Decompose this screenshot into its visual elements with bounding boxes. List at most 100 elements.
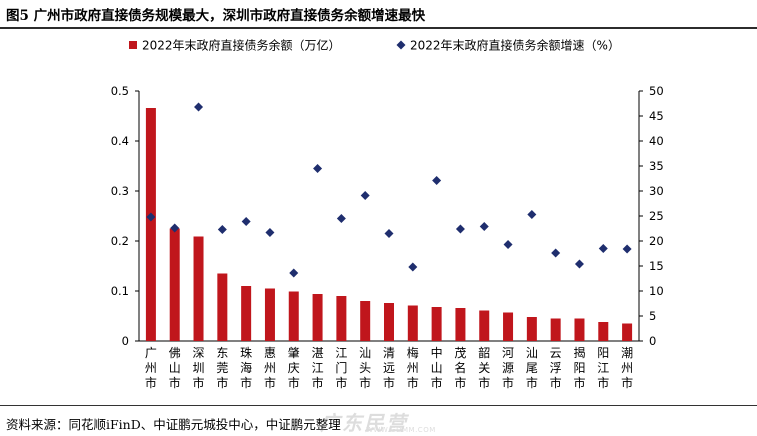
scatter-series xyxy=(146,102,632,278)
bar xyxy=(407,305,418,341)
scatter-point xyxy=(432,176,442,185)
category-label: 汕尾市 xyxy=(526,346,538,390)
bar xyxy=(264,288,275,341)
scatter-point xyxy=(384,229,394,238)
scatter-point xyxy=(265,228,275,237)
bar xyxy=(384,303,394,341)
bar xyxy=(193,236,204,341)
chart: 2022年末政府直接债务余额（万亿） 2022年末政府直接债务余额增速（%） 0… xyxy=(111,38,664,391)
bar xyxy=(288,291,299,341)
bar xyxy=(217,273,228,341)
right-tick-label: 30 xyxy=(649,184,664,198)
right-tick-label: 5 xyxy=(649,309,656,323)
scatter-point xyxy=(194,102,204,112)
watermark-url: WWW.GDMM.COM xyxy=(366,426,436,434)
scatter-point xyxy=(170,223,180,233)
bar xyxy=(622,323,633,341)
right-tick-label: 10 xyxy=(649,284,664,298)
scatter-point xyxy=(336,214,346,223)
scatter-point xyxy=(527,210,537,219)
bar xyxy=(550,318,561,341)
scatter-point xyxy=(408,262,418,272)
category-label: 珠海市 xyxy=(240,346,252,390)
category-label: 佛山市 xyxy=(169,346,181,390)
bar xyxy=(479,310,490,341)
legend-diamond-icon xyxy=(396,40,406,50)
scatter-point xyxy=(503,240,513,249)
category-label: 深圳市 xyxy=(193,346,205,390)
watermark: 广东民营 WWW.GDMM.COM xyxy=(320,407,520,435)
category-label: 韶关市 xyxy=(478,345,490,390)
title-bar: 图5 广州市政府直接债务规模最大，深圳市政府直接债务余额增速最快 xyxy=(0,0,757,29)
right-tick-label: 45 xyxy=(649,109,664,123)
bar xyxy=(598,322,609,341)
right-tick-label: 0 xyxy=(649,334,656,348)
left-tick-label: 0.3 xyxy=(111,184,129,198)
bar xyxy=(431,307,442,341)
left-tick-label: 0.1 xyxy=(111,284,129,298)
scatter-point xyxy=(146,212,156,222)
scatter-point xyxy=(455,224,465,234)
category-label: 东莞市 xyxy=(216,346,228,390)
footer: 资料来源：同花顺iFinD、中证鹏元城投中心，中证鹏元整理 广东民营 WWW.G… xyxy=(0,404,757,436)
category-label: 广州市 xyxy=(145,346,157,390)
right-tick-label: 40 xyxy=(649,134,664,148)
legend-bar-label: 2022年末政府直接债务余额（万亿） xyxy=(142,38,341,53)
bar xyxy=(169,228,180,341)
bar xyxy=(526,317,537,341)
category-label: 汕头市 xyxy=(359,346,371,390)
bar-series xyxy=(145,108,633,341)
right-tick-label: 50 xyxy=(649,84,664,98)
scatter-point xyxy=(241,217,251,226)
scatter-point xyxy=(574,259,584,269)
category-labels: 广州市佛山市深圳市东莞市珠海市惠州市肇庆市湛江市江门市汕头市清远市梅州市中山市茂… xyxy=(145,345,633,390)
category-label: 梅州市 xyxy=(407,345,419,390)
scatter-point xyxy=(622,244,632,254)
bar xyxy=(145,108,156,341)
category-label: 河源市 xyxy=(502,346,514,390)
left-tick-label: 0 xyxy=(122,334,129,348)
bar xyxy=(503,312,514,341)
title-rule xyxy=(0,27,757,29)
category-label: 湛江市 xyxy=(312,346,324,390)
right-tick-label: 20 xyxy=(649,234,664,248)
scatter-point xyxy=(289,268,299,278)
bar xyxy=(312,294,323,341)
category-label: 惠州市 xyxy=(264,346,276,390)
footer-rule xyxy=(0,405,757,406)
right-tick-label: 35 xyxy=(649,159,664,173)
left-tick-label: 0.5 xyxy=(111,84,129,98)
left-axis-ticks: 0 0.1 0.2 0.3 0.4 0.5 xyxy=(111,84,139,348)
scatter-point xyxy=(479,222,489,231)
category-label: 茂名市 xyxy=(454,346,466,390)
bar xyxy=(241,286,252,341)
legend: 2022年末政府直接债务余额（万亿） 2022年末政府直接债务余额增速（%） xyxy=(129,38,620,53)
right-tick-label: 15 xyxy=(649,259,664,273)
bar xyxy=(360,301,371,341)
right-axis-ticks: 0 5 10 15 20 25 30 35 40 45 50 xyxy=(639,84,664,348)
category-label: 肇庆市 xyxy=(288,345,300,390)
category-label: 清远市 xyxy=(383,346,395,390)
left-tick-label: 0.4 xyxy=(111,134,129,148)
category-label: 江门市 xyxy=(335,346,347,390)
scatter-point xyxy=(551,248,561,258)
watermark-logo: 广东民营 xyxy=(320,411,408,435)
source-note: 资料来源：同花顺iFinD、中证鹏元城投中心，中证鹏元整理 xyxy=(6,417,341,432)
bar xyxy=(574,318,585,341)
category-label: 中山市 xyxy=(431,345,443,390)
scatter-point xyxy=(598,244,608,253)
scatter-point xyxy=(360,191,370,200)
bar xyxy=(336,296,347,341)
legend-bar-swatch xyxy=(129,41,137,49)
scatter-point xyxy=(313,164,323,173)
category-label: 潮州市 xyxy=(621,345,633,390)
left-tick-label: 0.2 xyxy=(111,234,129,248)
legend-diamond-label: 2022年末政府直接债务余额增速（%） xyxy=(410,38,620,53)
category-label: 云浮市 xyxy=(550,346,562,390)
scatter-point xyxy=(217,225,227,234)
figure-title: 图5 广州市政府直接债务规模最大，深圳市政府直接债务余额增速最快 xyxy=(6,8,426,24)
bar xyxy=(455,308,466,341)
category-label: 揭阳市 xyxy=(573,345,585,390)
right-tick-label: 25 xyxy=(649,209,664,223)
category-label: 阳江市 xyxy=(597,346,609,390)
